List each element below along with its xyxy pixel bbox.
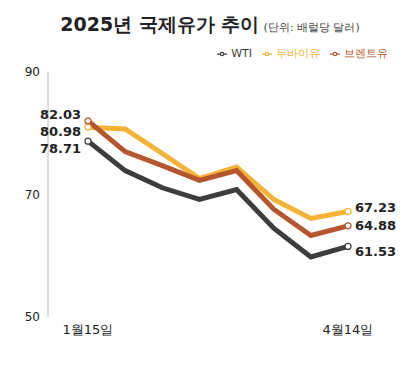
html-text:두바이유: 두바이유	[276, 47, 320, 60]
svg-text:90: 90	[25, 65, 40, 79]
html-text:브렌트유: 브렌트유	[344, 47, 388, 60]
svg-text:1월15일: 1월15일	[63, 322, 114, 337]
html-text:2025년 국제유가 추이 (단위: 배럴당 달러): 2025년 국제유가 추이 (단위: 배럴당 달러)	[60, 13, 360, 35]
svg-text:61.53: 61.53	[355, 244, 396, 259]
svg-text:82.03: 82.03	[40, 107, 81, 122]
svg-text:70: 70	[25, 188, 40, 202]
svg-text:4월14일: 4월14일	[323, 322, 374, 337]
svg-text:67.23: 67.23	[355, 200, 396, 215]
svg-text:50: 50	[25, 310, 40, 324]
svg-text:80.98: 80.98	[40, 124, 81, 139]
html-text:WTI: WTI	[231, 47, 252, 60]
svg-text:78.71: 78.71	[40, 141, 81, 156]
svg-text:64.88: 64.88	[355, 218, 396, 233]
